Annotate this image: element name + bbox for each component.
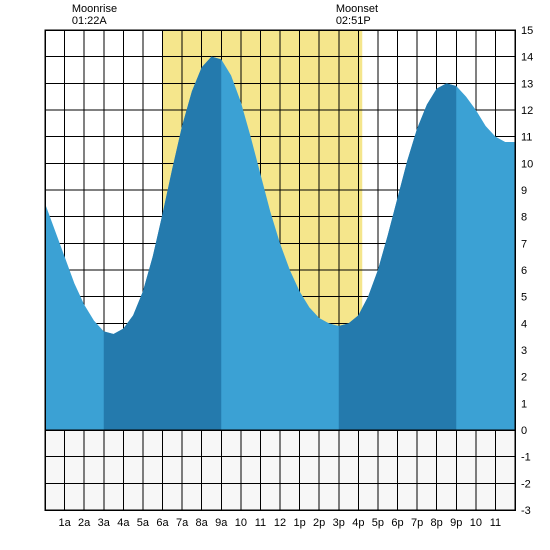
moonset-label: Moonset (336, 3, 378, 15)
y-tick-label: 9 (521, 185, 527, 197)
y-tick-label: 11 (521, 132, 532, 144)
tide-chart: -3-2-101234567891011121314151a2a3a4a5a6a… (0, 0, 550, 550)
x-tick-label: 6p (391, 517, 403, 529)
x-tick-label: 11 (490, 517, 501, 529)
x-tick-label: 11 (255, 517, 266, 529)
y-tick-label: 13 (521, 78, 533, 90)
x-tick-label: 7p (411, 517, 423, 529)
y-tick-label: 4 (521, 318, 527, 330)
moonrise-label: Moonrise (72, 3, 117, 15)
x-tick-label: 8p (431, 517, 443, 529)
x-tick-label: 3a (98, 517, 111, 529)
x-tick-label: 6a (156, 517, 169, 529)
moonset-time: 02:51P (336, 15, 371, 27)
x-tick-label: 10 (470, 517, 482, 529)
x-tick-label: 12 (274, 517, 286, 529)
y-tick-label: 6 (521, 265, 527, 277)
y-tick-label: -3 (521, 505, 531, 517)
x-tick-label: 10 (235, 517, 247, 529)
x-tick-label: 4p (352, 517, 364, 529)
x-tick-label: 2p (313, 517, 325, 529)
x-tick-label: 1p (293, 517, 305, 529)
x-tick-label: 5a (137, 517, 150, 529)
y-tick-label: 2 (521, 372, 527, 384)
x-tick-label: 5p (372, 517, 384, 529)
y-tick-label: 8 (521, 212, 527, 224)
x-tick-label: 8a (196, 517, 209, 529)
x-tick-label: 9a (215, 517, 228, 529)
y-tick-label: 15 (521, 25, 533, 37)
x-tick-label: 4a (117, 517, 130, 529)
y-tick-label: 14 (521, 52, 533, 64)
y-tick-label: -1 (521, 452, 531, 464)
x-tick-label: 3p (333, 517, 345, 529)
chart-svg: -3-2-101234567891011121314151a2a3a4a5a6a… (0, 0, 550, 550)
x-tick-label: 1a (58, 517, 71, 529)
x-tick-label: 7a (176, 517, 189, 529)
y-tick-label: 3 (521, 345, 527, 357)
y-tick-label: 0 (521, 425, 527, 437)
y-tick-label: 5 (521, 292, 527, 304)
x-tick-label: 2a (78, 517, 91, 529)
y-tick-label: 10 (521, 158, 533, 170)
moonrise-time: 01:22A (72, 15, 108, 27)
y-tick-label: 7 (521, 238, 527, 250)
y-tick-label: 1 (521, 398, 527, 410)
x-tick-label: 9p (450, 517, 462, 529)
y-tick-label: 12 (521, 105, 533, 117)
y-tick-label: -2 (521, 478, 531, 490)
